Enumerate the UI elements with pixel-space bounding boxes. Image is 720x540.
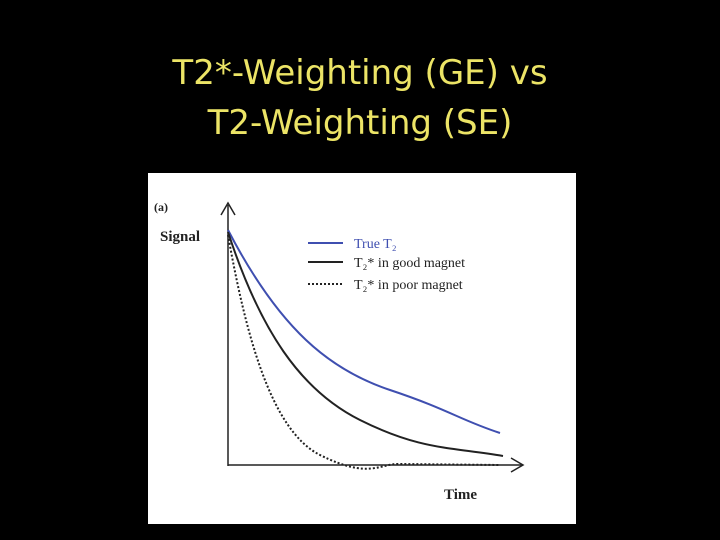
legend-label: T₂* in poor magnet (354, 278, 463, 293)
y-axis-arrow (220, 201, 236, 216)
good-magnet-curve (227, 231, 504, 457)
legend-label: T₂* in good magnet (354, 256, 465, 271)
title-line: T2*-Weighting (GE) vs (171, 53, 547, 93)
panel-label: (a) (154, 200, 168, 214)
legend-label: True T₂ (354, 237, 397, 252)
poor-magnet-curve (227, 234, 501, 470)
y-axis-label: Signal (160, 229, 200, 245)
true-t2-curve (227, 229, 501, 434)
x-axis-arrow (510, 457, 525, 473)
x-axis-label: Time (444, 487, 477, 503)
title-line: T2-Weighting (SE) (207, 103, 513, 143)
